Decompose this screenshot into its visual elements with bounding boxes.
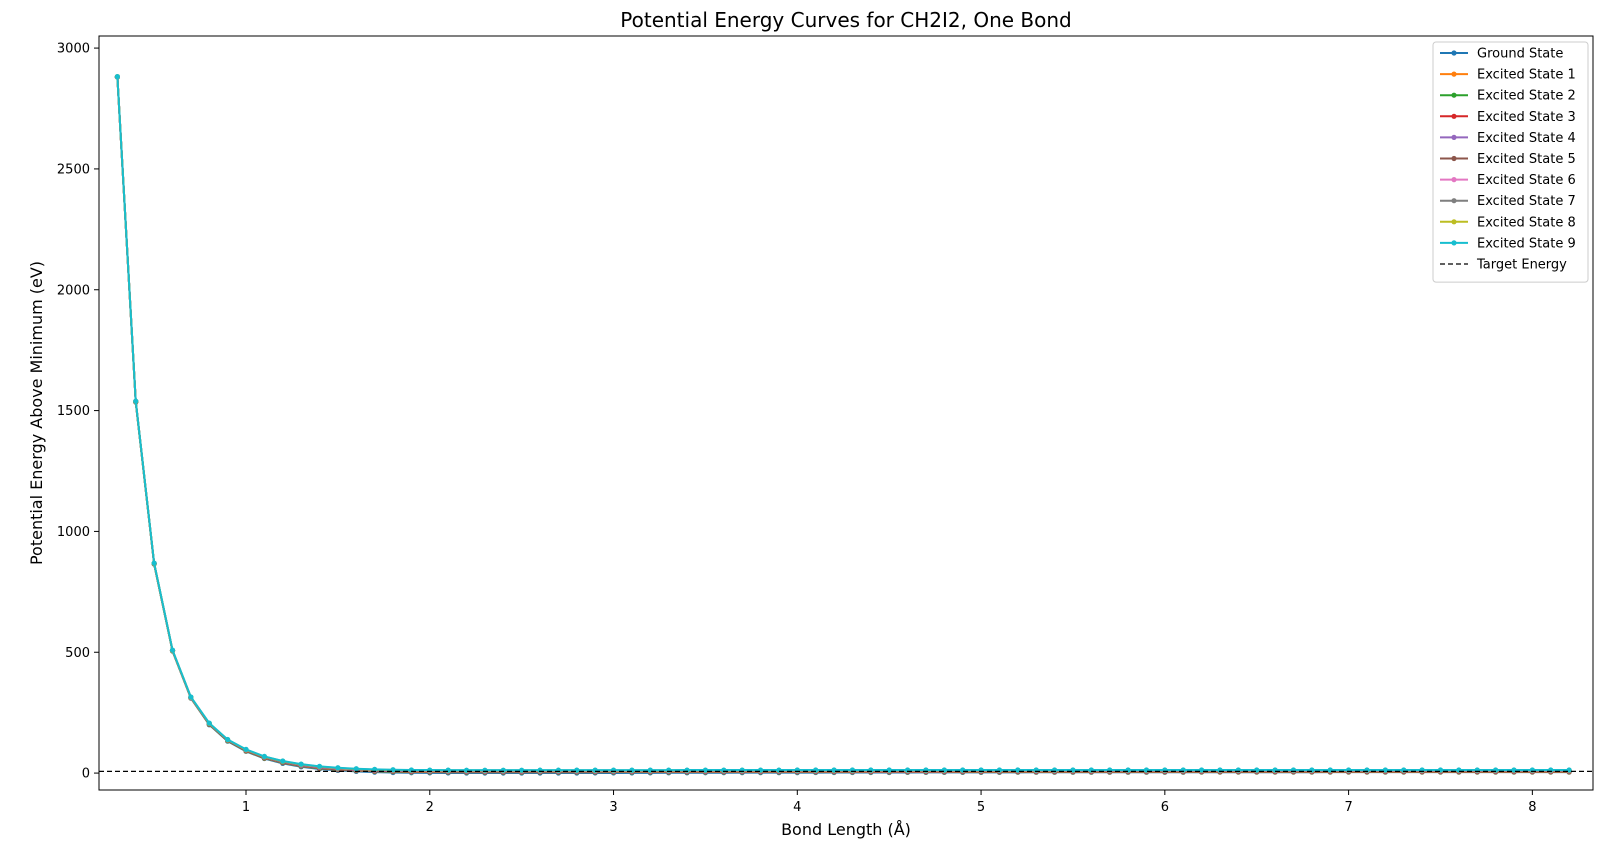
legend-item: Excited State 9 (1440, 236, 1576, 251)
legend-label: Excited State 4 (1477, 131, 1576, 146)
legend-label: Excited State 2 (1477, 89, 1576, 104)
legend-label: Excited State 1 (1477, 68, 1576, 83)
x-tick-label: 1 (242, 800, 250, 815)
plot-series-group (114, 74, 1572, 776)
chart-title: Potential Energy Curves for CH2I2, One B… (620, 8, 1071, 32)
series-9-point (133, 398, 139, 404)
series-9-point (243, 746, 249, 753)
series-9-point (519, 767, 525, 773)
y-tick-label: 0 (82, 767, 90, 782)
y-axis-label: Potential Energy Above Minimum (eV) (27, 261, 46, 565)
series-9-point (1198, 767, 1205, 773)
legend-item: Excited State 5 (1440, 152, 1576, 167)
legend-box (1432, 41, 1589, 283)
legend-marker (1451, 113, 1457, 119)
series-line-7 (116, 76, 1570, 772)
series-line-1 (116, 77, 1570, 774)
x-tick-label: 5 (977, 800, 985, 815)
series-9-point (1382, 767, 1388, 773)
legend-label: Excited State 3 (1477, 110, 1576, 125)
series-2 (114, 74, 1572, 775)
legend-marker (1451, 71, 1457, 77)
legend-label: Excited State 8 (1477, 215, 1576, 230)
x-tick-label: 7 (1344, 800, 1352, 815)
legend-label: Excited State 9 (1477, 236, 1576, 251)
series-line-0 (116, 77, 1570, 775)
series-9-point (225, 736, 231, 743)
x-tick-label: 8 (1528, 800, 1536, 815)
series-7 (114, 74, 1572, 774)
series-9-point (206, 720, 212, 726)
series-0 (114, 74, 1572, 776)
series-9-point (114, 74, 120, 80)
y-tick-label: 2500 (57, 162, 90, 177)
legend-label: Ground State (1477, 47, 1563, 62)
series-3 (114, 74, 1572, 775)
series-9 (114, 74, 1572, 773)
y-tick-label: 500 (65, 646, 90, 661)
legend-marker (1451, 198, 1457, 204)
series-line-4 (116, 76, 1570, 773)
series-9-point (261, 753, 267, 760)
series-1 (114, 74, 1572, 775)
series-line-6 (116, 76, 1570, 772)
series-9-point (298, 761, 304, 767)
legend-label: Excited State 6 (1477, 173, 1576, 188)
legend-item: Excited State 4 (1440, 131, 1576, 146)
legend-marker (1451, 177, 1457, 183)
series-9-point (188, 694, 194, 700)
y-tick-label: 3000 (57, 42, 90, 57)
series-9-point (372, 766, 378, 772)
legend-item: Ground State (1440, 47, 1563, 62)
series-line-3 (116, 76, 1570, 773)
legend: Ground State Excited State 1 Excited State… (1432, 41, 1589, 283)
series-9-point (169, 647, 176, 653)
y-axis-ticks: 0 500 1000 1500 2000 2500 3000 (57, 42, 99, 782)
x-axis-label: Bond Length (Å) (781, 820, 911, 839)
series-8 (114, 74, 1572, 774)
series-line-8 (116, 76, 1570, 772)
legend-label: Excited State 7 (1477, 194, 1576, 209)
legend-item: Excited State 2 (1440, 89, 1576, 104)
x-tick-label: 3 (609, 800, 617, 815)
legend-marker (1451, 155, 1457, 162)
y-tick-label: 1500 (57, 404, 90, 419)
y-tick-label: 2000 (57, 283, 90, 298)
legend-item: Excited State 6 (1440, 173, 1576, 188)
legend-marker (1451, 240, 1457, 246)
legend-marker (1451, 50, 1457, 56)
series-9-point (353, 766, 359, 772)
legend-item: Excited State 3 (1440, 110, 1576, 125)
legend-item: Target Energy (1440, 258, 1567, 273)
series-line-9 (116, 76, 1570, 772)
legend-marker (1451, 219, 1457, 225)
series-9-point (280, 758, 286, 764)
y-tick-label: 1000 (57, 525, 90, 540)
legend-item: Excited State 8 (1440, 215, 1576, 230)
series-6 (114, 74, 1572, 774)
x-tick-label: 4 (793, 800, 801, 815)
x-tick-label: 6 (1161, 800, 1169, 815)
series-9-point (702, 767, 709, 773)
plot-frame (98, 35, 1594, 791)
x-axis-ticks: 1 2 3 4 5 6 7 8 (242, 790, 1536, 815)
x-tick-label: 2 (426, 800, 434, 815)
series-line-5 (116, 76, 1570, 773)
series-9-point (151, 560, 157, 566)
legend-label: Target Energy (1476, 258, 1567, 273)
legend-marker (1451, 134, 1457, 140)
series-9-point (316, 763, 323, 769)
series-4 (114, 74, 1572, 774)
series-9-point (335, 765, 341, 771)
series-line-2 (116, 77, 1570, 773)
legend-marker (1451, 92, 1457, 98)
legend-item: Excited State 7 (1440, 194, 1576, 209)
legend-label: Excited State 5 (1477, 152, 1576, 167)
legend-item: Excited State 1 (1440, 68, 1576, 83)
series-5 (114, 74, 1572, 774)
